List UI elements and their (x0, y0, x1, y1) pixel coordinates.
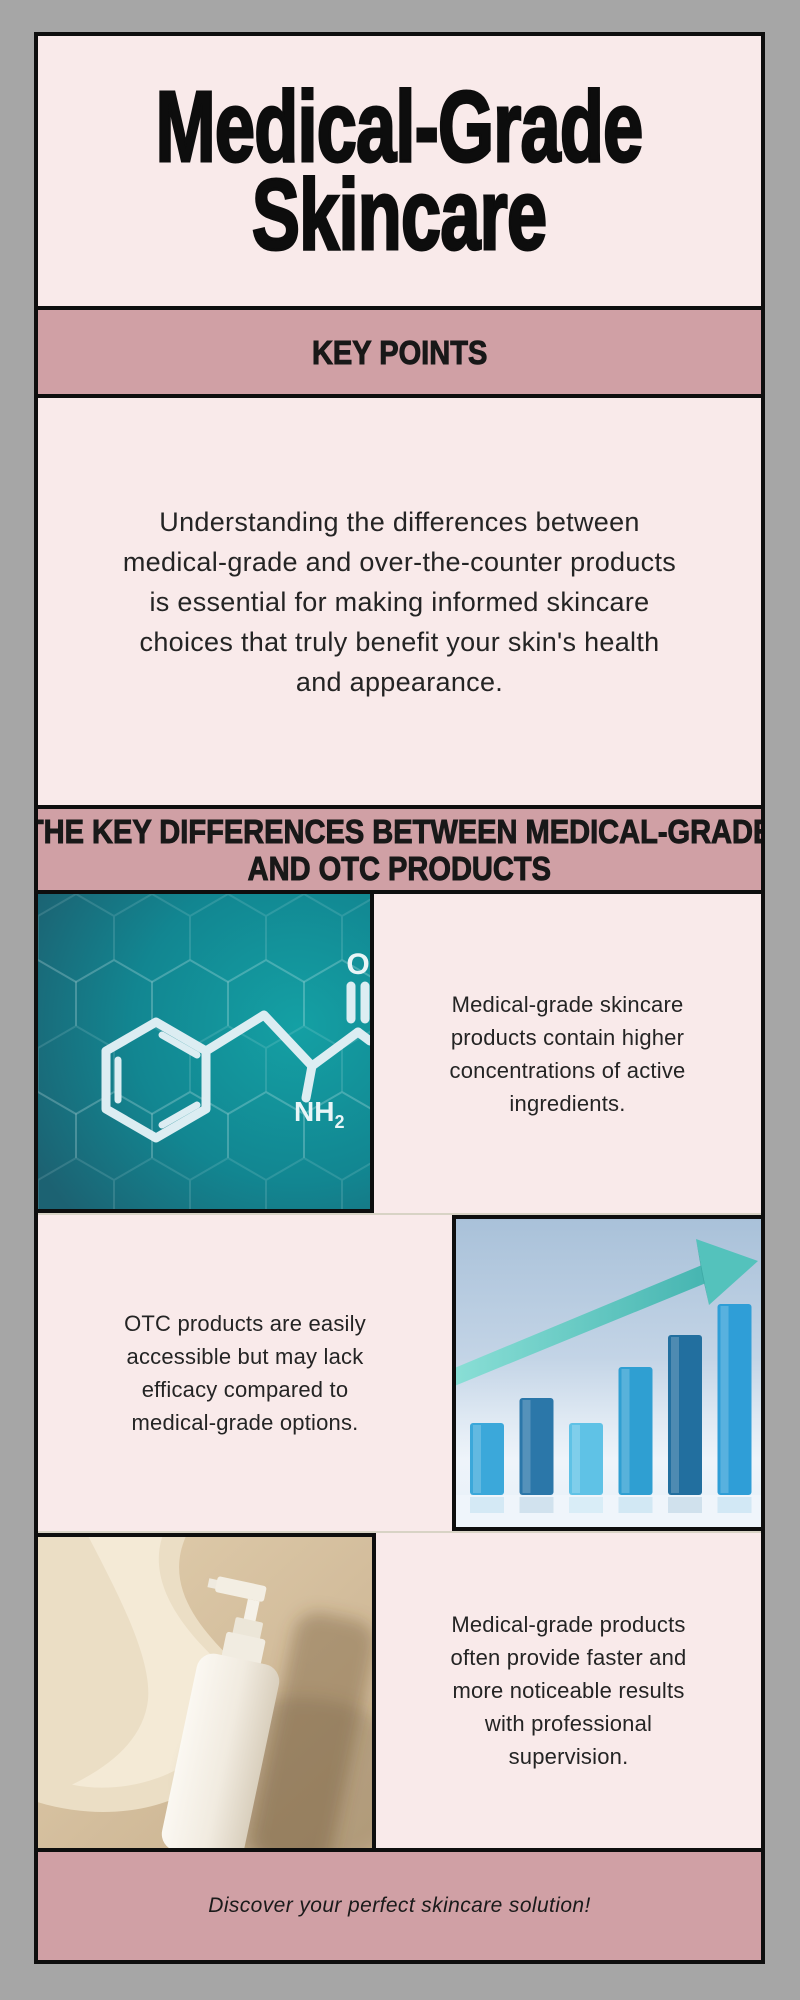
bar-series (470, 1304, 752, 1513)
card-text-panel: OTC products are easily accessible but m… (38, 1215, 452, 1531)
page-title: Medical-Grade Skincare (155, 71, 645, 271)
page-title-line: Medical-Grade (155, 71, 645, 183)
card-text-line: medical-grade options. (131, 1410, 359, 1435)
intro-line: medical-grade and over-the-counter produ… (122, 546, 677, 577)
footer-tagline: Discover your perfect skincare solution! (208, 1894, 591, 1917)
skincare-pump-bottle-image (38, 1533, 376, 1848)
card-text-line: more noticeable results (452, 1678, 685, 1703)
chart-floor (456, 1495, 761, 1527)
molecule-illustration: O NH2 (38, 894, 370, 1209)
card-text-line: concentrations of active (449, 1057, 686, 1083)
key-points-header-band: KEY POINTS (38, 306, 761, 398)
card-text-line: ingredients. (509, 1090, 626, 1116)
card-text-line: OTC products are easily (124, 1311, 366, 1336)
intro-line: and appearance. (295, 666, 504, 697)
molecule-bonds (101, 981, 370, 1143)
card-text-line: with professional (484, 1711, 653, 1736)
key-points-header-label: KEY POINTS (311, 333, 488, 371)
differences-header-line: THE KEY DIFFERENCES BETWEEN MEDICAL-GRAD… (34, 812, 765, 850)
card-text-line: efficacy compared to (141, 1377, 349, 1402)
bottle-illustration (38, 1537, 372, 1848)
card-text-line: supervision. (508, 1744, 629, 1769)
card-faster-results: Medical-grade products often provide fas… (38, 1531, 761, 1848)
rising-bar-chart-image (452, 1215, 761, 1531)
title-block: Medical-Grade Skincare (38, 36, 761, 306)
intro-line: is essential for making informed skincar… (149, 586, 650, 617)
amine-label: NH2 (294, 1096, 344, 1132)
bar-chart-illustration (456, 1219, 761, 1527)
infographic-frame: Medical-Grade Skincare KEY POINTS Unders… (34, 32, 765, 1964)
amine-label-subscript: 2 (334, 1112, 344, 1132)
page-title-line: Skincare (251, 159, 548, 271)
footer-band: Discover your perfect skincare solution! (38, 1848, 761, 1960)
card-text-line: accessible but may lack (126, 1344, 364, 1369)
differences-header-band: THE KEY DIFFERENCES BETWEEN MEDICAL-GRAD… (38, 805, 761, 894)
card-text-line: Medical-grade products (451, 1612, 686, 1637)
amine-label-main: NH (294, 1096, 334, 1127)
card-otc-accessibility: OTC products are easily accessible but m… (38, 1213, 761, 1531)
differences-header-line: AND OTC PRODUCTS (247, 849, 552, 887)
intro-paragraph-block: Understanding the differences between me… (38, 398, 761, 805)
card-text-line: Medical-grade skincare (451, 991, 684, 1017)
card-text-panel: Medical-grade products often provide fas… (376, 1533, 761, 1848)
card-active-ingredients: O NH2 Medical-grade skincare products co… (38, 894, 761, 1213)
oxygen-label: O (346, 948, 369, 981)
pump-bottle (161, 1576, 280, 1848)
intro-line: Understanding the differences between (159, 506, 640, 537)
growth-arrow (456, 1239, 758, 1386)
card-text-panel: Medical-grade skincare products contain … (374, 894, 761, 1213)
card-text-line: often provide faster and (450, 1645, 687, 1670)
card-text-line: products contain higher (450, 1024, 685, 1050)
molecule-structure-image: O NH2 (38, 894, 374, 1213)
intro-line: choices that truly benefit your skin's h… (139, 626, 660, 657)
